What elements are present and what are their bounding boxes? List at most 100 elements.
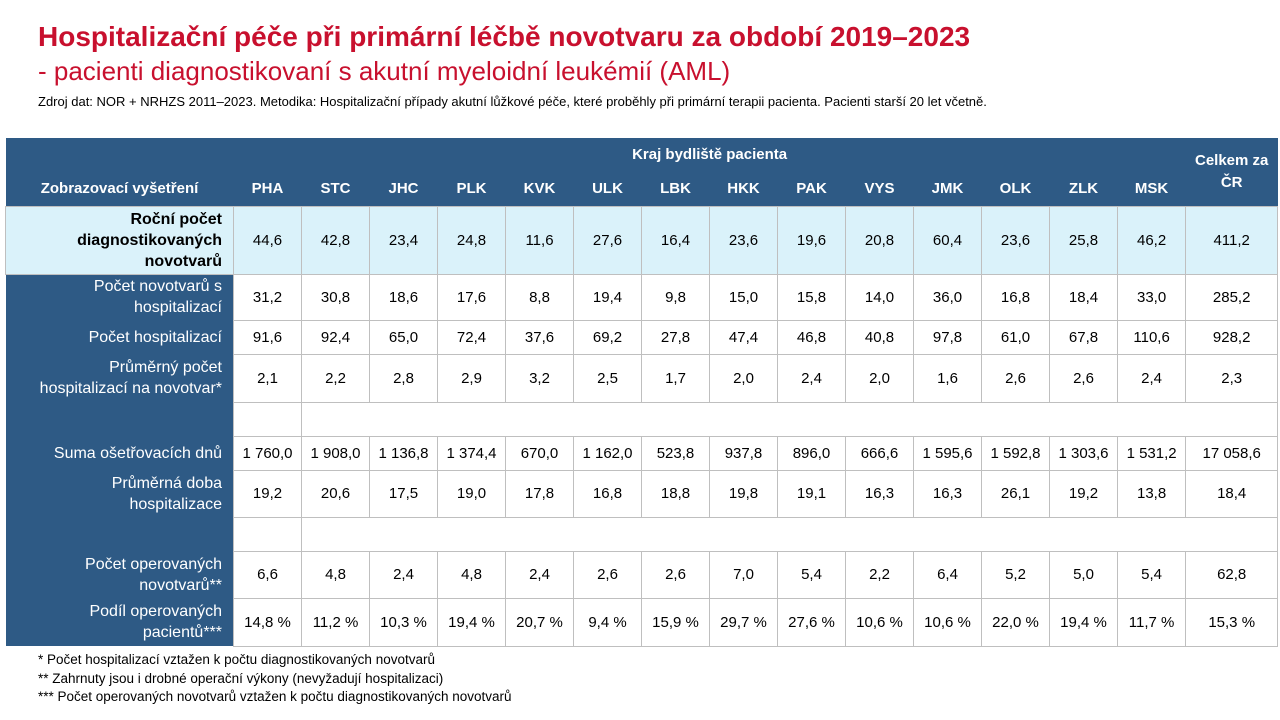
- column-header-pha: PHA: [233, 172, 302, 206]
- value-cell-olk: 5,2: [981, 550, 1050, 599]
- value-cell-pha: 19,2: [233, 469, 302, 518]
- value-cell-lbk: 15,9 %: [641, 597, 710, 647]
- header-row-label: Zobrazovací vyšetření: [5, 172, 234, 206]
- row-label: Roční počet diagnostikovaných novotvarů: [5, 205, 234, 275]
- value-cell-plk: 72,4: [437, 319, 506, 355]
- row-label: Suma ošetřovacích dnů: [5, 436, 234, 470]
- value-cell-msk: 5,4: [1116, 550, 1187, 599]
- value-cell-jmk: 16,3: [913, 469, 982, 518]
- value-cell-vys: 14,0: [845, 273, 914, 321]
- value-cell-zlk: 67,8: [1049, 319, 1118, 355]
- value-cell-jmk: 10,6 %: [913, 597, 982, 647]
- footnote: *** Počet operovaných novotvarů vztažen …: [38, 689, 512, 704]
- value-cell-total: 62,8: [1185, 550, 1279, 599]
- value-cell-zlk: 25,8: [1049, 205, 1118, 275]
- value-cell-vys: 20,8: [845, 205, 914, 275]
- row-label: Počet hospitalizací: [5, 320, 234, 354]
- table-row: Suma ošetřovacích dnů 1 760,0 1 908,0 1 136…: [5, 435, 1279, 471]
- table-row: Podíl operovaných pacientů*** 14,8 % 11,2 …: [5, 597, 1279, 647]
- slide-title: Hospitalizační péče při primární léčbě n…: [38, 21, 971, 52]
- value-cell-kvk: 8,8: [505, 273, 574, 321]
- value-cell-lbk: 2,6: [641, 550, 710, 599]
- value-cell-olk: 23,6: [981, 205, 1050, 275]
- column-header-zlk: ZLK: [1049, 172, 1118, 206]
- value-cell-lbk: 9,8: [641, 273, 710, 321]
- value-cell-total: 285,2: [1185, 273, 1279, 321]
- header-row-regions: Zobrazovací vyšetření PHA STC JHC PLK KVK ULK…: [5, 172, 1278, 206]
- value-cell-kvk: 17,8: [505, 469, 574, 518]
- value-cell-pha: 1 760,0: [233, 435, 302, 471]
- value-cell-kvk: 3,2: [505, 353, 574, 403]
- column-header-lbk: LBK: [641, 172, 710, 206]
- table-header: Kraj bydliště pacienta Celkem za ČR Zobr…: [5, 138, 1278, 206]
- value-cell-zlk: 2,6: [1049, 353, 1118, 403]
- value-cell-kvk: 11,6: [505, 205, 574, 275]
- value-cell-plk: 19,4 %: [437, 597, 506, 647]
- value-cell-msk: 1 531,2: [1116, 435, 1187, 471]
- value-cell-kvk: 670,0: [505, 435, 574, 471]
- value-cell-stc: 42,8: [301, 205, 370, 275]
- value-cell-hkk: 937,8: [709, 435, 778, 471]
- data-table: Kraj bydliště pacienta Celkem za ČR Zobr…: [5, 138, 1279, 647]
- value-cell-stc: 30,8: [301, 273, 370, 321]
- value-cell-jhc: 10,3 %: [369, 597, 438, 647]
- value-cell-olk: 16,8: [981, 273, 1050, 321]
- value-cell-plk: 2,9: [437, 353, 506, 403]
- value-cell-total: 928,2: [1185, 319, 1279, 355]
- value-cell-kvk: 37,6: [505, 319, 574, 355]
- value-cell-jhc: 18,6: [369, 273, 438, 321]
- header-group-region: Kraj bydliště pacienta: [233, 138, 1186, 172]
- value-cell-kvk: 2,4: [505, 550, 574, 599]
- value-cell-pha: 44,6: [233, 205, 302, 275]
- column-header-stc: STC: [301, 172, 370, 206]
- value-cell-pha: 31,2: [233, 273, 302, 321]
- column-header-msk: MSK: [1117, 172, 1186, 206]
- column-header-pak: PAK: [777, 172, 846, 206]
- spacer-row: [5, 401, 1279, 437]
- value-cell-ulk: 69,2: [573, 319, 642, 355]
- value-cell-pak: 5,4: [777, 550, 846, 599]
- value-cell-hkk: 29,7 %: [709, 597, 778, 647]
- row-label: Průměrný počet hospitalizací na novotvar…: [5, 354, 234, 402]
- spacer-cell: [233, 401, 302, 437]
- value-cell-jmk: 36,0: [913, 273, 982, 321]
- value-cell-ulk: 16,8: [573, 469, 642, 518]
- value-cell-pha: 14,8 %: [233, 597, 302, 647]
- value-cell-plk: 17,6: [437, 273, 506, 321]
- column-header-jmk: JMK: [913, 172, 982, 206]
- row-label: Podíl operovaných pacientů***: [5, 598, 234, 646]
- value-cell-jmk: 60,4: [913, 205, 982, 275]
- value-cell-plk: 4,8: [437, 550, 506, 599]
- column-header-plk: PLK: [437, 172, 506, 206]
- value-cell-plk: 19,0: [437, 469, 506, 518]
- footnotes: * Počet hospitalizací vztažen k počtu di…: [38, 651, 512, 707]
- value-cell-stc: 4,8: [301, 550, 370, 599]
- value-cell-jhc: 2,8: [369, 353, 438, 403]
- value-cell-olk: 2,6: [981, 353, 1050, 403]
- column-header-olk: OLK: [981, 172, 1050, 206]
- spacer-row: [5, 516, 1279, 552]
- value-cell-pha: 6,6: [233, 550, 302, 599]
- value-cell-total: 411,2: [1185, 205, 1279, 275]
- header-total: Celkem za ČR: [1185, 138, 1278, 206]
- table-row: Průměrná doba hospitalizace 19,2 20,6 17,5 1…: [5, 469, 1279, 518]
- value-cell-vys: 16,3: [845, 469, 914, 518]
- value-cell-olk: 26,1: [981, 469, 1050, 518]
- spacer-cell: [300, 516, 1279, 552]
- value-cell-hkk: 15,0: [709, 273, 778, 321]
- value-cell-lbk: 16,4: [641, 205, 710, 275]
- footnote: ** Zahrnuty jsou i drobné operační výkon…: [38, 670, 444, 686]
- value-cell-lbk: 27,8: [641, 319, 710, 355]
- value-cell-zlk: 18,4: [1049, 273, 1118, 321]
- value-cell-pak: 46,8: [777, 319, 846, 355]
- value-cell-plk: 1 374,4: [437, 435, 506, 471]
- value-cell-stc: 11,2 %: [301, 597, 370, 647]
- value-cell-olk: 22,0 %: [981, 597, 1050, 647]
- value-cell-pha: 2,1: [233, 353, 302, 403]
- value-cell-zlk: 19,4 %: [1049, 597, 1118, 647]
- row-label: Počet operovaných novotvarů**: [5, 551, 234, 598]
- column-header-ulk: ULK: [573, 172, 642, 206]
- value-cell-msk: 110,6: [1116, 319, 1187, 355]
- value-cell-msk: 2,4: [1116, 353, 1187, 403]
- value-cell-vys: 2,0: [845, 353, 914, 403]
